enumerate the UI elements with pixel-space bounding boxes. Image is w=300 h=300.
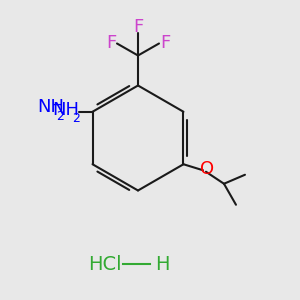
Text: F: F bbox=[106, 34, 116, 52]
Text: O: O bbox=[200, 160, 214, 178]
Text: 2: 2 bbox=[56, 110, 64, 123]
Text: F: F bbox=[133, 18, 143, 36]
Text: NH: NH bbox=[52, 101, 79, 119]
Text: NH: NH bbox=[37, 98, 64, 116]
Text: H: H bbox=[155, 254, 169, 274]
Text: 2: 2 bbox=[72, 112, 80, 125]
Text: HCl: HCl bbox=[88, 254, 122, 274]
Text: F: F bbox=[160, 34, 170, 52]
